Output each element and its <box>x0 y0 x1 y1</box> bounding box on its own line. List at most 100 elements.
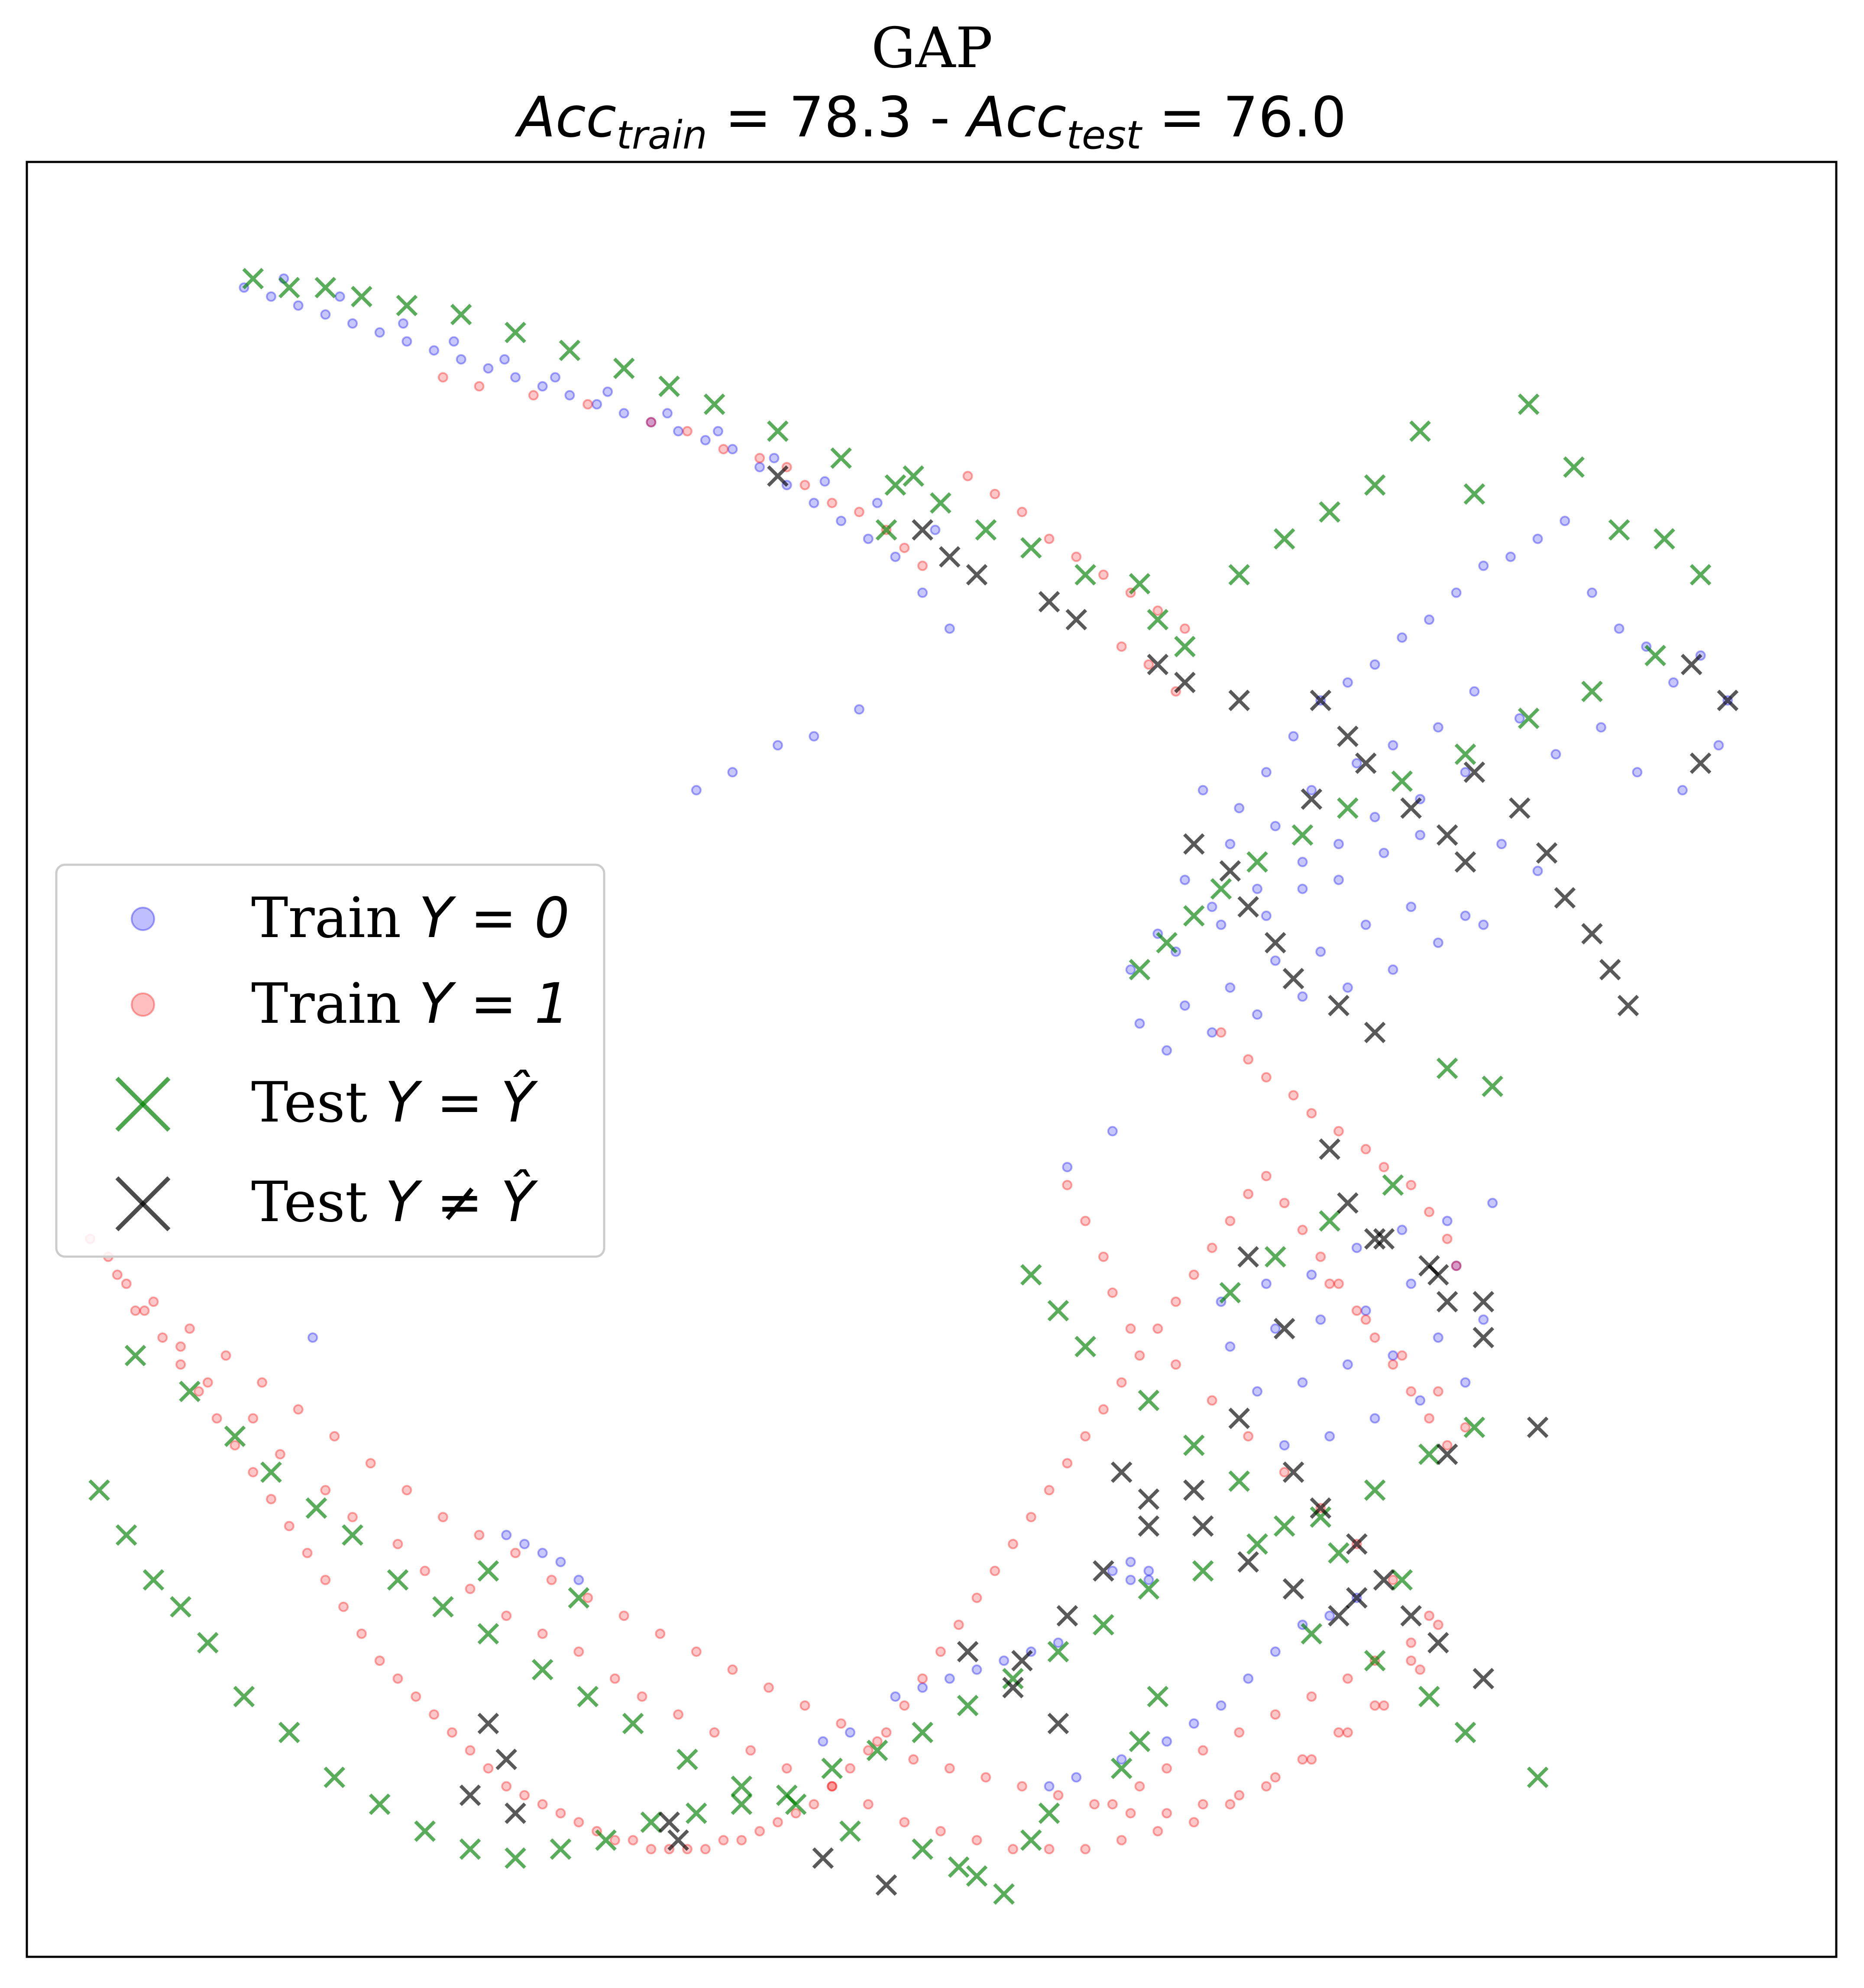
legend-label-test-correct: Test <box>251 1070 385 1135</box>
data-point <box>917 560 928 571</box>
acc-train-label: Acc <box>515 85 616 150</box>
data-point <box>1264 932 1286 954</box>
data-point <box>284 1521 294 1532</box>
data-point <box>1197 1745 1208 1756</box>
data-point <box>320 1485 331 1496</box>
data-point <box>1654 528 1675 550</box>
legend-marker-test-wrong <box>115 1176 171 1232</box>
data-point <box>595 1829 617 1851</box>
data-point <box>1237 896 1259 918</box>
data-point <box>818 1736 828 1747</box>
data-point <box>1460 1422 1471 1433</box>
data-point <box>1207 902 1217 912</box>
data-point <box>396 294 418 317</box>
subtitle-separator: - <box>930 85 950 150</box>
data-point <box>414 1820 436 1842</box>
data-point <box>1364 1479 1386 1501</box>
data-point <box>1008 1844 1018 1855</box>
data-point <box>1056 1605 1078 1627</box>
data-point <box>609 1673 620 1684</box>
data-point <box>1261 1278 1272 1289</box>
data-point <box>727 1664 738 1675</box>
data-point <box>1152 1826 1163 1836</box>
data-point <box>1595 722 1606 733</box>
data-point <box>1689 564 1712 586</box>
data-point <box>1134 1350 1145 1361</box>
data-point <box>1310 1497 1332 1519</box>
data-point <box>1397 1350 1408 1361</box>
data-point <box>1143 659 1154 670</box>
data-point <box>437 372 448 383</box>
data-point <box>917 587 928 598</box>
data-point <box>1644 645 1667 666</box>
data-point <box>1020 1829 1042 1851</box>
data-point <box>1478 1314 1489 1325</box>
data-point <box>727 767 738 778</box>
data-point <box>700 435 711 446</box>
data-point <box>1717 689 1739 711</box>
data-point <box>1171 1359 1181 1370</box>
data-point <box>1310 1506 1332 1528</box>
data-point <box>179 1380 201 1403</box>
data-point <box>112 1269 123 1280</box>
data-point <box>948 1856 970 1878</box>
data-point <box>809 731 819 742</box>
data-point <box>474 381 485 392</box>
data-point <box>401 1485 412 1496</box>
data-point <box>1047 1299 1069 1322</box>
data-point <box>1297 991 1308 1002</box>
data-point <box>1071 551 1082 562</box>
data-point <box>1179 875 1190 885</box>
legend-marker-train-y1 <box>131 992 155 1017</box>
data-point <box>501 1610 512 1621</box>
data-point <box>1454 851 1476 873</box>
data-point <box>1433 937 1443 948</box>
data-point <box>1216 919 1226 930</box>
data-point <box>1333 1278 1344 1289</box>
data-point <box>211 1413 222 1424</box>
data-point <box>1433 1619 1443 1630</box>
data-point <box>1138 1578 1160 1600</box>
data-point <box>827 1781 838 1792</box>
data-point <box>1228 689 1250 711</box>
data-point <box>1319 1210 1340 1232</box>
data-point <box>477 1560 499 1582</box>
data-point <box>573 1646 584 1657</box>
data-point <box>1518 708 1540 729</box>
data-point <box>1125 1323 1136 1334</box>
data-point <box>1179 623 1190 634</box>
data-point <box>392 1673 403 1684</box>
legend-math-test-correct: Y = Ŷ <box>385 1070 538 1135</box>
data-point <box>1328 995 1349 1016</box>
data-point <box>342 1524 363 1546</box>
data-point <box>682 426 693 436</box>
data-point <box>260 1461 282 1483</box>
data-point <box>1125 1557 1136 1568</box>
data-point <box>242 268 264 290</box>
data-point <box>1107 1565 1118 1576</box>
legend-marker-test-correct <box>115 1076 171 1132</box>
data-point <box>1093 1614 1114 1636</box>
data-point <box>830 447 852 469</box>
data-point <box>673 426 684 436</box>
data-point <box>727 444 738 455</box>
data-point <box>628 1835 638 1846</box>
acc-test-subscript: test <box>1066 113 1143 158</box>
legend-math-test-wrong: Y ≠ Ŷ <box>385 1169 538 1235</box>
data-point <box>962 471 973 482</box>
data-point <box>1436 1443 1458 1465</box>
data-point <box>1147 653 1169 676</box>
data-point <box>754 453 765 463</box>
data-point <box>899 1700 910 1711</box>
data-point <box>577 1686 599 1707</box>
data-point <box>676 1749 698 1770</box>
data-point <box>854 507 864 517</box>
data-point <box>1188 1269 1199 1280</box>
data-point <box>1279 1440 1290 1451</box>
data-point <box>1689 752 1712 774</box>
data-point <box>555 1808 566 1819</box>
chart-subtitle: Acctrain = 78.3 - Acctest = 76.0 <box>515 85 1346 158</box>
data-point <box>1152 1323 1163 1334</box>
data-point <box>812 1847 834 1869</box>
data-point <box>1337 1192 1359 1214</box>
